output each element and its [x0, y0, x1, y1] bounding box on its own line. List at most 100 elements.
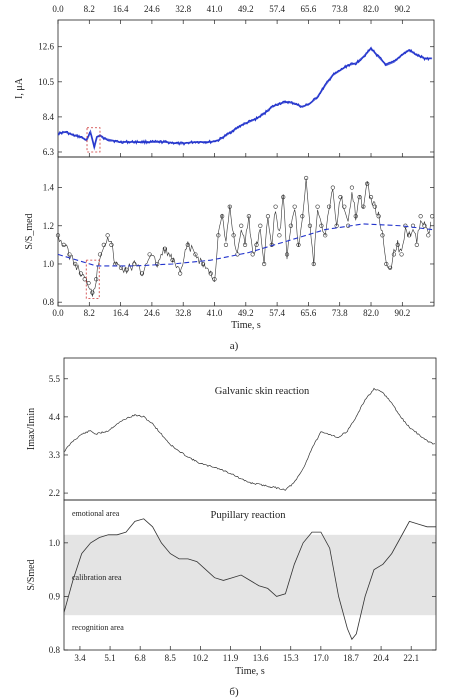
panel-a-top-xtick-label: 49.2	[238, 4, 254, 14]
ratio-point	[105, 233, 110, 238]
annotation-emotional-area: emotional area	[72, 509, 120, 518]
ratio-point	[212, 277, 217, 282]
ratio-point	[94, 277, 99, 282]
panel-a-bottom-ytick-label: 0.8	[43, 297, 55, 307]
panel-a-top-ytick-label: 10.5	[38, 77, 54, 87]
ratio-point	[384, 261, 389, 267]
current-series-trend	[57, 47, 433, 151]
ratio-point	[288, 223, 293, 228]
panel-a-top-xtick-label: 57.4	[269, 4, 285, 14]
panel-b-top-ytick-label: 2.2	[49, 488, 60, 498]
ratio-point	[223, 242, 229, 247]
ratio-point	[380, 233, 385, 238]
ratio-point	[388, 265, 393, 270]
ratio-point	[342, 204, 347, 209]
ratio-series-line	[57, 178, 432, 297]
ratio-point	[315, 204, 320, 209]
panel-b-bottom-xtick-label: 3.4	[74, 653, 86, 663]
ratio-point	[300, 214, 305, 219]
ratio-point	[376, 214, 381, 219]
ratio-point	[185, 242, 190, 247]
panel-a-bottom-xtick-label: 90.2	[394, 308, 410, 318]
ratio-point	[330, 185, 335, 190]
highlight-box-bottom	[85, 259, 100, 299]
panel-b-bottom-xtick-label: 18.7	[343, 653, 359, 663]
panel-b-top-ytick-label: 4.4	[49, 412, 61, 422]
ratio-point	[200, 261, 206, 267]
ratio-point	[426, 233, 431, 238]
ratio-point	[349, 185, 355, 190]
ratio-point	[97, 252, 103, 257]
ratio-point	[101, 242, 106, 247]
panel-a-bottom-ytick-label: 1.4	[43, 183, 55, 193]
panel-a-bottom-xtick-label: 65.6	[301, 308, 317, 318]
ratio-point	[391, 252, 397, 257]
ratio-trend-line	[57, 223, 433, 267]
ratio-point	[147, 252, 152, 257]
ratio-point	[124, 267, 129, 272]
current-series-line	[57, 46, 432, 149]
panel-b-bottom-xtick-label: 8.5	[165, 653, 177, 663]
ratio-point	[304, 175, 309, 181]
panel-a-bottom-xtick-label: 49.2	[238, 308, 254, 318]
ratio-point	[281, 195, 286, 200]
panel-b-top-ytick-label: 3.3	[49, 450, 61, 460]
ratio-point	[162, 246, 167, 251]
ratio-point	[61, 242, 66, 247]
ratio-point	[399, 252, 404, 257]
panel-b-bottom-ylabel: S/Smed	[26, 559, 37, 590]
ratio-point	[67, 252, 72, 257]
panel-a-bottom-xtick-label: 57.4	[269, 308, 285, 318]
ratio-point	[86, 280, 91, 286]
ratio-point	[395, 242, 400, 247]
panel-b-top-frame	[63, 357, 437, 501]
ratio-point	[118, 265, 124, 270]
ratio-point	[78, 271, 84, 276]
ratio-point	[323, 233, 328, 238]
ratio-point	[73, 261, 78, 267]
annotation-calibration-area: calibration area	[72, 573, 122, 582]
panel-b-bottom-ytick-label: 1.0	[49, 538, 61, 548]
panel-b-bottom-xtick-label: 11.9	[223, 653, 239, 663]
panel-a-top-ytick-label: 8.4	[43, 112, 55, 122]
panel-b-bottom-xtick-label: 13.6	[253, 653, 269, 663]
panel-a-bottom-ylabel: S/S_med	[24, 213, 35, 249]
ratio-point	[242, 242, 248, 247]
panel-a-top-xtick-label: 24.6	[144, 4, 160, 14]
ratio-point	[296, 242, 301, 247]
ratio-point	[109, 242, 114, 247]
panel-b-bottom-xtick-label: 22.1	[403, 653, 419, 663]
ratio-point	[372, 204, 377, 209]
panel-a-bottom-ytick-label: 1.0	[43, 259, 55, 269]
panel-a-top-xtick-label: 16.4	[113, 4, 129, 14]
highlight-box-top	[86, 127, 101, 153]
panel-a-bottom-xtick-label: 32.8	[175, 308, 191, 318]
ratio-point	[208, 271, 213, 276]
panel-a-bottom-ytick-label: 1.2	[43, 221, 54, 231]
ratio-point	[170, 258, 175, 263]
panel-a-bottom-xtick-label: 73.8	[332, 308, 348, 318]
caption-a: a)	[230, 340, 239, 352]
ratio-point	[407, 233, 412, 238]
ratio-point	[357, 195, 362, 200]
panel-a-top-ytick-label: 6.3	[43, 147, 55, 157]
ratio-point	[418, 214, 423, 219]
panel-a-top-frame	[57, 19, 435, 158]
panel-a-bottom-xtick-label: 8.2	[84, 308, 95, 318]
ratio-point	[246, 214, 251, 219]
ratio-point	[55, 233, 61, 238]
panel-a-bottom-xlabel: Time, s	[231, 320, 261, 331]
ratio-point	[338, 195, 343, 200]
panel-b-bottom-frame	[63, 499, 437, 651]
ratio-point	[273, 204, 278, 209]
pupil-series-line	[63, 518, 436, 641]
panel-b-top-ylabel: Imax/Imin	[26, 408, 37, 450]
ratio-point	[231, 233, 236, 238]
ratio-point	[216, 233, 221, 238]
ratio-point	[178, 271, 183, 276]
ratio-point	[155, 261, 160, 267]
ratio-point	[319, 223, 324, 228]
panel-b-bottom-xtick-label: 6.8	[135, 653, 147, 663]
panel-a-bottom-xtick-label: 24.6	[144, 308, 160, 318]
